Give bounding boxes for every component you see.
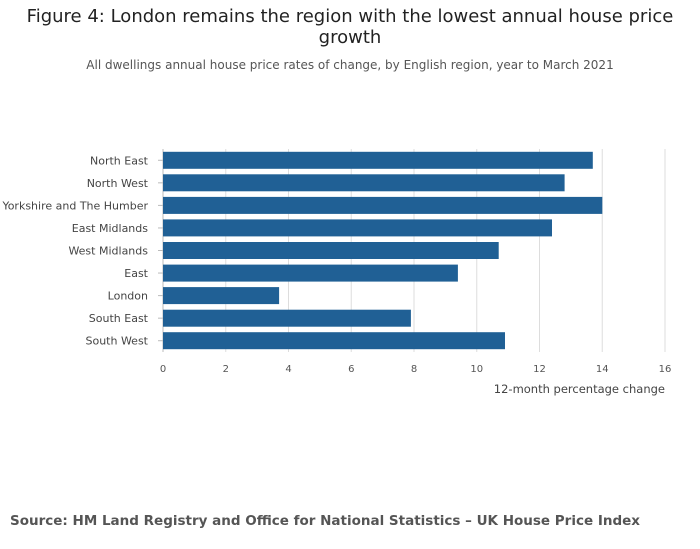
bar	[163, 174, 565, 192]
bar	[163, 242, 499, 259]
bar	[163, 264, 458, 282]
x-tick-label: 0	[160, 364, 166, 375]
x-axis-title: 12-month percentage change	[494, 382, 665, 396]
category-label: London	[108, 290, 148, 303]
x-tick-label: 10	[470, 364, 483, 375]
category-labels: North East North West Yorkshire and The Hu…	[1, 154, 148, 347]
x-tick-label: 4	[285, 364, 291, 375]
x-tick-label: 2	[223, 364, 229, 375]
bar	[163, 287, 280, 305]
category-label: North West	[87, 177, 149, 190]
x-tick-label: 14	[596, 364, 609, 375]
category-label: South East	[89, 312, 149, 325]
bar	[163, 309, 411, 327]
x-tick-label: 6	[348, 364, 354, 375]
category-label: West Midlands	[68, 245, 148, 258]
bar	[163, 219, 552, 237]
x-tick-label: 16	[659, 364, 672, 375]
bars	[163, 151, 603, 350]
bar	[163, 196, 603, 214]
chart-subtitle: All dwellings annual house price rates o…	[86, 58, 614, 72]
category-label: East Midlands	[72, 222, 149, 235]
x-axis-ticks: 0 2 4 6 8 10 12 14 16	[160, 364, 672, 375]
category-label: North East	[90, 154, 149, 167]
bar	[163, 332, 505, 350]
chart-title: Figure 4: London remains the region with…	[26, 6, 674, 48]
category-label: South West	[85, 335, 148, 348]
source-note: Source: HM Land Registry and Office for …	[10, 513, 640, 529]
x-tick-label: 12	[533, 364, 546, 375]
category-label: Yorkshire and The Humber	[1, 199, 148, 212]
category-label: East	[124, 267, 148, 280]
bar	[163, 151, 593, 169]
x-tick-label: 8	[411, 364, 417, 375]
